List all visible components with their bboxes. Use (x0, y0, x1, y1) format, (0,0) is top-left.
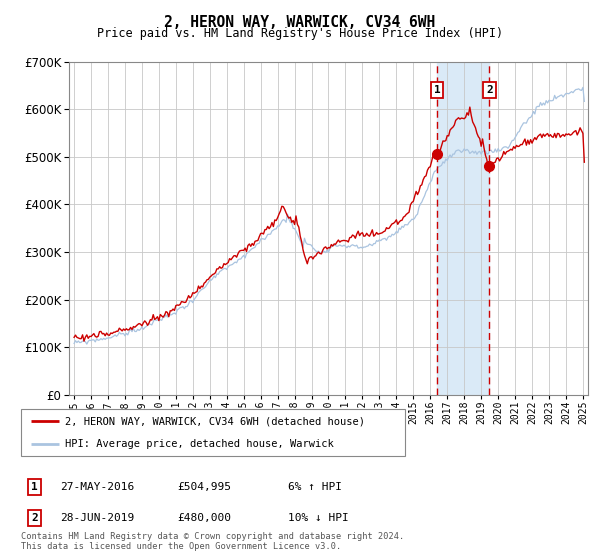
Text: £504,995: £504,995 (177, 482, 231, 492)
Text: 2, HERON WAY, WARWICK, CV34 6WH: 2, HERON WAY, WARWICK, CV34 6WH (164, 15, 436, 30)
Text: 6% ↑ HPI: 6% ↑ HPI (288, 482, 342, 492)
Text: 1: 1 (31, 482, 38, 492)
Text: 2: 2 (486, 85, 493, 95)
Text: HPI: Average price, detached house, Warwick: HPI: Average price, detached house, Warw… (65, 439, 334, 449)
Text: 1: 1 (434, 85, 440, 95)
Text: Price paid vs. HM Land Registry's House Price Index (HPI): Price paid vs. HM Land Registry's House … (97, 27, 503, 40)
Text: 28-JUN-2019: 28-JUN-2019 (60, 513, 134, 523)
Text: £480,000: £480,000 (177, 513, 231, 523)
Text: 2: 2 (31, 513, 38, 523)
FancyBboxPatch shape (21, 409, 405, 456)
Text: 27-MAY-2016: 27-MAY-2016 (60, 482, 134, 492)
Text: 2, HERON WAY, WARWICK, CV34 6WH (detached house): 2, HERON WAY, WARWICK, CV34 6WH (detache… (65, 416, 365, 426)
Text: Contains HM Land Registry data © Crown copyright and database right 2024.
This d: Contains HM Land Registry data © Crown c… (21, 531, 404, 551)
Text: 10% ↓ HPI: 10% ↓ HPI (288, 513, 349, 523)
Bar (437, 62, 490, 395)
